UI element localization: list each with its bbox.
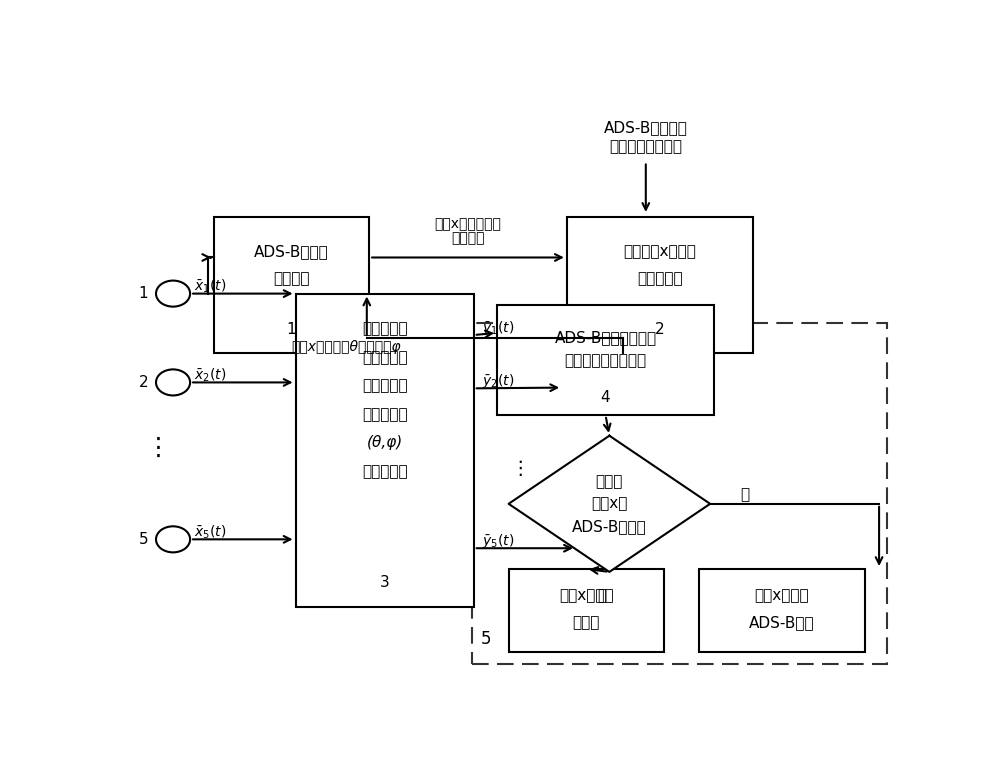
Text: 目标x为欺骗: 目标x为欺骗 [559,588,613,603]
Circle shape [156,369,190,395]
Bar [698,569,865,652]
Text: ADS-B接收机: ADS-B接收机 [254,245,329,260]
Bar [296,294,474,608]
Text: (θ,φ): (θ,φ) [366,435,403,451]
Text: 目标x的方位角θ、俰仰角φ: 目标x的方位角θ、俰仰角φ [291,340,401,354]
Text: $\bar{y}_5(t)$: $\bar{y}_5(t)$ [482,532,514,550]
Text: ADS-B信号？: ADS-B信号？ [572,519,647,534]
Text: 号，识别目标的身份: 号，识别目标的身份 [564,353,647,368]
Text: ADS-B目标: ADS-B目标 [749,614,815,630]
Text: 处理信号: 处理信号 [273,271,310,286]
Text: 接收到: 接收到 [596,474,623,489]
Text: 形成，抑制: 形成，抑制 [362,407,407,422]
Text: 3: 3 [380,575,390,590]
Circle shape [156,526,190,552]
Text: ADS-B接收机的: ADS-B接收机的 [604,120,688,135]
Text: ⋮: ⋮ [146,435,171,460]
Text: 度、高度: 度、高度 [451,231,485,245]
Text: 2: 2 [139,375,148,390]
Polygon shape [509,436,710,572]
Text: 式干扰: 式干扰 [572,614,600,630]
Text: 5: 5 [139,532,148,547]
Text: 1: 1 [287,321,296,337]
Text: $\bar{x}_5(t)$: $\bar{x}_5(t)$ [194,524,226,541]
Bar [214,217,369,353]
Text: 5: 5 [481,630,491,647]
Text: ⋮: ⋮ [511,459,530,478]
Text: 4: 4 [601,390,610,404]
Text: $\bar{x}_1(t)$: $\bar{x}_1(t)$ [194,278,226,295]
Text: 行数字波束: 行数字波束 [362,378,407,394]
Text: 是: 是 [597,588,606,603]
Bar [472,323,887,664]
Text: 影矩阵，进: 影矩阵，进 [362,350,407,365]
Circle shape [156,281,190,307]
Bar [509,569,664,652]
Text: 计算目标x的方位: 计算目标x的方位 [623,245,696,260]
Bar [497,305,714,415]
Text: 角、俯仰角: 角、俯仰角 [637,271,683,286]
Text: ADS-B接收机处理信: ADS-B接收机处理信 [554,330,657,345]
Text: 2: 2 [655,321,665,337]
Text: 目标x为真实: 目标x为真实 [755,588,809,603]
Text: $\bar{x}_2(t)$: $\bar{x}_2(t)$ [194,367,226,384]
Text: $\bar{y}_1(t)$: $\bar{y}_1(t)$ [482,319,514,337]
Text: 否: 否 [740,488,750,502]
Text: 1: 1 [139,286,148,301]
Text: 目标x的经度、纬: 目标x的经度、纬 [434,217,501,231]
Text: 经度、纬度、高度: 经度、纬度、高度 [609,139,682,155]
Bar [567,217,753,353]
Text: 方向的信号: 方向的信号 [362,464,407,479]
Text: $\bar{y}_2(t)$: $\bar{y}_2(t)$ [482,372,514,390]
Text: 目标x的: 目标x的 [591,496,628,511]
Text: 利用正交投: 利用正交投 [362,321,407,337]
